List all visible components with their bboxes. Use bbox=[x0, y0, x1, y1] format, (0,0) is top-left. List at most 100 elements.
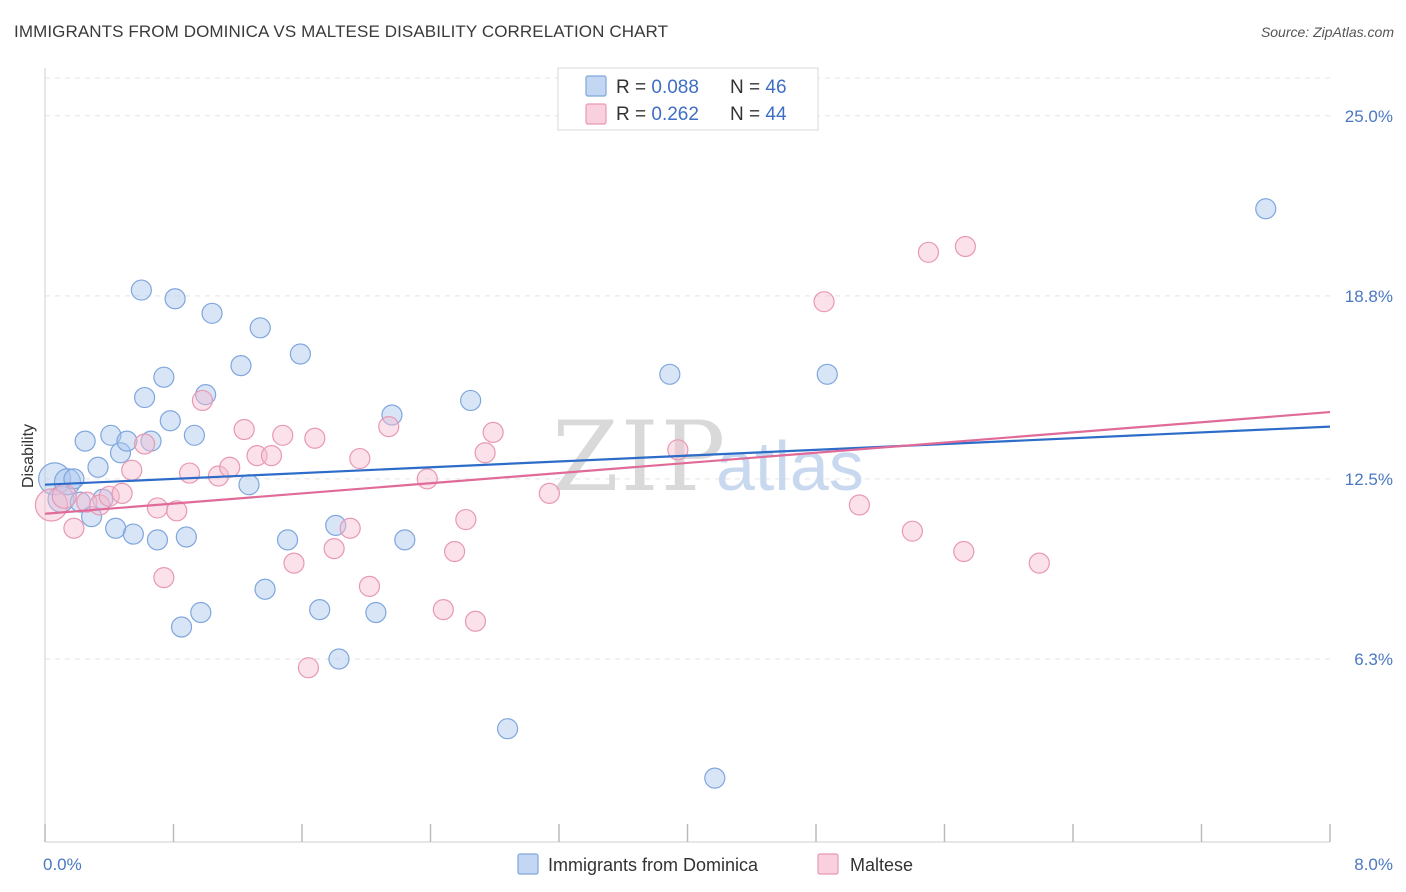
legend-top: R = 0.088 N = 46 R = 0.262 N = 44 bbox=[557, 67, 819, 131]
data-point bbox=[339, 517, 361, 539]
data-point bbox=[474, 442, 496, 464]
legend-label-immigrants-from-dominica: Immigrants from Dominica bbox=[548, 855, 759, 875]
data-point bbox=[116, 430, 138, 452]
data-point bbox=[190, 601, 212, 624]
data-point bbox=[63, 517, 85, 539]
data-point bbox=[246, 445, 268, 467]
legend-n-value: 46 bbox=[765, 77, 786, 98]
legend-swatch-maltese bbox=[585, 103, 607, 125]
data-point bbox=[816, 363, 838, 385]
data-point bbox=[74, 430, 96, 452]
data-point bbox=[349, 447, 371, 470]
data-point bbox=[130, 279, 152, 301]
data-point bbox=[153, 567, 175, 589]
data-point bbox=[901, 520, 923, 542]
data-point bbox=[538, 482, 560, 505]
data-point bbox=[659, 363, 681, 385]
legend-n-label: N = bbox=[730, 77, 765, 98]
legend-row-1-n: N = 46 bbox=[730, 77, 787, 98]
data-point bbox=[105, 517, 127, 539]
data-point bbox=[98, 485, 120, 507]
data-point bbox=[109, 442, 132, 464]
data-point bbox=[416, 468, 438, 490]
x-tick-label: 8.0% bbox=[1354, 855, 1393, 874]
legend-r-label: R = bbox=[616, 104, 651, 125]
data-point bbox=[219, 456, 241, 478]
x-tick-label: 0.0% bbox=[43, 855, 82, 874]
data-point bbox=[87, 456, 109, 478]
y-tick-labels: 6.3% 12.5% 18.8% 25.0% bbox=[1345, 107, 1393, 669]
data-point bbox=[304, 427, 326, 449]
data-point bbox=[323, 538, 345, 560]
trend-line bbox=[44, 410, 1331, 515]
watermark-atlas: atlas bbox=[716, 427, 864, 505]
y-tick-label: 6.3% bbox=[1354, 650, 1393, 669]
series-maltese-points bbox=[34, 235, 1050, 679]
legend-n-value: 44 bbox=[765, 104, 787, 125]
data-point bbox=[191, 389, 214, 412]
data-point bbox=[1028, 552, 1050, 574]
x-tick-labels: 0.0% 8.0% bbox=[43, 855, 1393, 874]
data-point bbox=[917, 241, 940, 263]
data-point bbox=[1255, 198, 1277, 220]
data-point bbox=[133, 433, 156, 455]
data-point bbox=[166, 500, 188, 522]
legend-r-label: R = bbox=[616, 77, 651, 98]
data-point bbox=[497, 718, 519, 740]
data-point bbox=[328, 648, 350, 670]
data-point bbox=[309, 599, 331, 621]
data-point bbox=[455, 508, 477, 531]
data-point bbox=[813, 291, 835, 313]
data-point bbox=[170, 616, 193, 638]
watermark: ZIP atlas bbox=[552, 401, 864, 513]
data-point bbox=[159, 410, 181, 432]
legend-r-value: 0.088 bbox=[651, 77, 699, 98]
data-point bbox=[460, 389, 482, 412]
axes bbox=[44, 68, 1331, 843]
y-tick-label: 12.5% bbox=[1345, 470, 1393, 489]
trend-lines bbox=[44, 410, 1331, 515]
data-point bbox=[848, 494, 870, 516]
data-point bbox=[464, 610, 487, 632]
data-point bbox=[164, 288, 186, 310]
data-point bbox=[230, 354, 252, 377]
legend-r-value: 0.262 bbox=[651, 104, 699, 125]
legend-row-2-n: N = 44 bbox=[730, 104, 787, 125]
data-point bbox=[378, 415, 400, 438]
data-point bbox=[201, 302, 223, 324]
data-point bbox=[238, 474, 260, 496]
data-point bbox=[122, 523, 144, 545]
data-point bbox=[153, 366, 175, 388]
data-point bbox=[358, 575, 381, 597]
data-point bbox=[183, 424, 205, 446]
source-credit: Source: ZipAtlas.com bbox=[1260, 24, 1394, 40]
data-point bbox=[195, 384, 217, 406]
legend-swatch-immigrants-from-dominica bbox=[585, 75, 607, 97]
data-point bbox=[260, 445, 283, 467]
data-point bbox=[100, 424, 122, 446]
legend-n-label: N = bbox=[730, 104, 765, 125]
data-point bbox=[283, 552, 305, 574]
data-point bbox=[704, 767, 726, 789]
data-point bbox=[276, 529, 299, 551]
data-point bbox=[76, 491, 98, 513]
series-immigrants-from-dominica-points bbox=[38, 198, 1277, 789]
data-point bbox=[133, 386, 156, 409]
legend-row-1: R = 0.088 bbox=[616, 77, 699, 98]
data-point bbox=[146, 529, 169, 551]
data-point bbox=[953, 540, 975, 563]
data-point bbox=[121, 459, 143, 481]
data-point bbox=[443, 540, 466, 563]
data-point bbox=[297, 657, 320, 679]
data-point bbox=[175, 526, 197, 548]
data-point bbox=[289, 343, 311, 365]
y-tick-label: 25.0% bbox=[1345, 107, 1393, 126]
data-point bbox=[365, 601, 387, 624]
data-point bbox=[272, 424, 294, 446]
legend-row-2: R = 0.262 bbox=[616, 104, 699, 125]
data-point bbox=[111, 482, 133, 505]
legend-bottom: Immigrants from Dominica Maltese bbox=[517, 853, 913, 875]
data-point bbox=[954, 235, 976, 258]
data-point bbox=[146, 497, 169, 519]
